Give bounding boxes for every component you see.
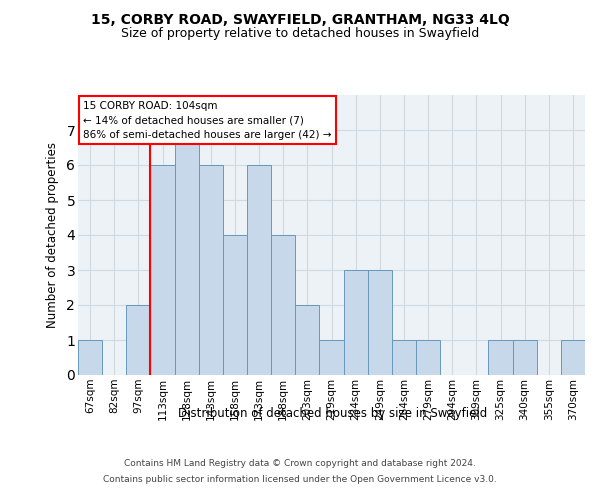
Bar — [368, 270, 392, 375]
Bar — [223, 235, 247, 375]
Bar — [416, 340, 440, 375]
Text: 15 CORBY ROAD: 104sqm
← 14% of detached houses are smaller (7)
86% of semi-detac: 15 CORBY ROAD: 104sqm ← 14% of detached … — [83, 100, 332, 140]
Bar — [126, 305, 151, 375]
Bar — [271, 235, 295, 375]
Bar — [247, 165, 271, 375]
Text: Contains HM Land Registry data © Crown copyright and database right 2024.: Contains HM Land Registry data © Crown c… — [124, 458, 476, 468]
Bar — [199, 165, 223, 375]
Text: Size of property relative to detached houses in Swayfield: Size of property relative to detached ho… — [121, 28, 479, 40]
Bar — [295, 305, 319, 375]
Bar — [151, 165, 175, 375]
Bar — [344, 270, 368, 375]
Bar — [319, 340, 344, 375]
Bar — [512, 340, 537, 375]
Bar — [392, 340, 416, 375]
Bar — [78, 340, 102, 375]
Y-axis label: Number of detached properties: Number of detached properties — [46, 142, 59, 328]
Bar — [175, 130, 199, 375]
Text: 15, CORBY ROAD, SWAYFIELD, GRANTHAM, NG33 4LQ: 15, CORBY ROAD, SWAYFIELD, GRANTHAM, NG3… — [91, 12, 509, 26]
Text: Contains public sector information licensed under the Open Government Licence v3: Contains public sector information licen… — [103, 475, 497, 484]
Bar — [561, 340, 585, 375]
Bar — [488, 340, 512, 375]
Text: Distribution of detached houses by size in Swayfield: Distribution of detached houses by size … — [178, 408, 488, 420]
